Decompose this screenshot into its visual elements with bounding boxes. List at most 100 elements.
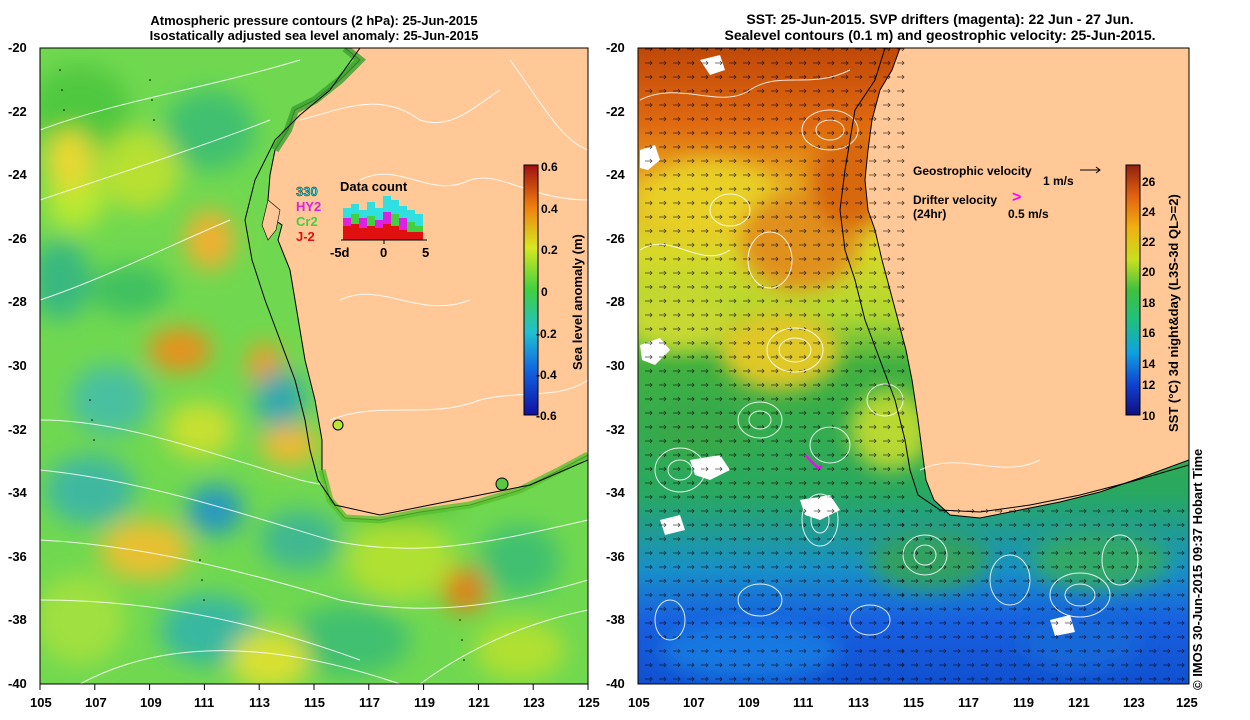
lat-tick-label: -36 xyxy=(8,549,27,564)
sst-colorbar xyxy=(1125,164,1141,416)
lon-tick-label: 105 xyxy=(628,695,650,710)
lon-tick-label: 123 xyxy=(523,695,545,710)
altimeter-tracks xyxy=(59,69,465,661)
footer-credit: © IMOS 30-Jun-2015 09:37 Hobart Time xyxy=(1190,448,1205,690)
left-title: Atmospheric pressure contours (2 hPa): 2… xyxy=(40,13,588,43)
geostrophic-scale: 1 m/s xyxy=(1043,174,1074,188)
left-title-line1: Atmospheric pressure contours (2 hPa): 2… xyxy=(150,13,478,28)
lon-tick-label: 125 xyxy=(1176,695,1198,710)
sla-tick: -0.2 xyxy=(536,327,557,341)
lat-tick-label: -38 xyxy=(606,612,625,627)
lat-tick-label: -20 xyxy=(8,40,27,55)
sla-colorbar-label: Sea level anomaly (m) xyxy=(570,234,585,370)
left-axis-ticks xyxy=(39,684,589,690)
lat-tick-label: -34 xyxy=(8,485,27,500)
lat-tick-label: -24 xyxy=(606,167,625,182)
lon-tick-label: 125 xyxy=(578,695,600,710)
lat-tick-label: -20 xyxy=(606,40,625,55)
left-map-content xyxy=(40,48,588,684)
sla-tick: -0.6 xyxy=(536,409,557,423)
right-map-panel xyxy=(637,47,1190,685)
lon-tick-label: 105 xyxy=(30,695,52,710)
drifter-track xyxy=(804,454,823,470)
drifter-scale-icon: > xyxy=(1012,189,1022,206)
lat-tick-label: -28 xyxy=(8,294,27,309)
lat-tick-label: -26 xyxy=(606,231,625,246)
lat-tick-label: -30 xyxy=(606,358,625,373)
legend-cr2: Cr2 xyxy=(296,214,318,229)
sla-tick: 0 xyxy=(541,285,548,299)
sst-tick: 10 xyxy=(1142,409,1156,423)
lat-tick-label: -30 xyxy=(8,358,27,373)
sla-colorbar xyxy=(523,164,539,416)
lon-tick-label: 119 xyxy=(1013,695,1034,710)
sst-tick: 18 xyxy=(1142,296,1156,310)
left-title-line2: Isostatically adjusted sea level anomaly… xyxy=(149,28,479,43)
sla-tick: 0.4 xyxy=(541,202,558,216)
lon-tick-label: 107 xyxy=(85,695,107,710)
lat-tick-label: -38 xyxy=(8,612,27,627)
sst-tick: 14 xyxy=(1142,357,1156,371)
right-title: SST: 25-Jun-2015. SVP drifters (magenta)… xyxy=(640,11,1240,43)
bathymetry-line xyxy=(244,48,588,516)
left-map-panel xyxy=(39,47,589,690)
lon-tick-label: 123 xyxy=(1123,695,1145,710)
lon-tick-label: 117 xyxy=(958,695,979,710)
inset-tick: -5d xyxy=(330,245,350,260)
inset-title: Data count xyxy=(340,179,408,194)
legend-j2: J-2 xyxy=(296,229,315,244)
ssh-contours xyxy=(639,69,1139,641)
sst-tick: 20 xyxy=(1142,265,1156,279)
geostrophic-arrows xyxy=(638,48,908,684)
right-title-line1: SST: 25-Jun-2015. SVP drifters (magenta)… xyxy=(746,11,1134,27)
lon-tick-label: 115 xyxy=(304,695,325,710)
lon-tick-label: 113 xyxy=(848,695,869,710)
lat-tick-label: -28 xyxy=(606,294,625,309)
lon-tick-label: 117 xyxy=(359,695,380,710)
sst-tick: 16 xyxy=(1142,326,1156,340)
lat-tick-label: -34 xyxy=(606,485,625,500)
lat-tick-label: -40 xyxy=(606,676,625,691)
lat-tick-label: -40 xyxy=(8,676,27,691)
bathymetry-line xyxy=(839,48,1189,513)
lat-tick-label: -32 xyxy=(606,422,625,437)
tide-gauge-marker xyxy=(332,419,344,431)
land-contours xyxy=(299,59,588,421)
inset-tick: 5 xyxy=(422,245,430,260)
lon-tick-label: 115 xyxy=(903,695,924,710)
lat-tick-label: -22 xyxy=(8,104,27,119)
sst-colorbar-label: SST (°C) 3d night&day (L3S-3d QL>=2) xyxy=(1166,194,1181,432)
lon-tick-label: 107 xyxy=(683,695,705,710)
legend-hy2: HY2 xyxy=(296,199,322,214)
legend-330: 330 xyxy=(296,184,318,199)
lon-tick-label: 119 xyxy=(414,695,435,710)
lat-tick-label: -24 xyxy=(8,167,27,182)
lat-tick-label: -26 xyxy=(8,231,27,246)
lat-tick-label: -36 xyxy=(606,549,625,564)
drifter-label-1: Drifter velocity xyxy=(913,193,998,207)
lon-tick-label: 113 xyxy=(249,695,270,710)
sla-tick: 0.6 xyxy=(541,160,558,174)
sst-tick: 22 xyxy=(1142,235,1156,249)
sst-tick: 24 xyxy=(1142,205,1156,219)
lon-tick-label: 111 xyxy=(194,695,215,710)
inset-histogram xyxy=(343,196,423,240)
sst-tick: 26 xyxy=(1142,175,1156,189)
lon-tick-label: 111 xyxy=(793,695,814,710)
lon-tick-label: 109 xyxy=(738,695,760,710)
sst-tick: 12 xyxy=(1142,378,1156,392)
lon-tick-label: 109 xyxy=(140,695,162,710)
lat-tick-label: -32 xyxy=(8,422,27,437)
sla-tick: -0.4 xyxy=(536,368,557,382)
right-title-line2: Sealevel contours (0.1 m) and geostrophi… xyxy=(724,27,1156,43)
drifter-scale: 0.5 m/s xyxy=(1008,207,1049,221)
drifter-label-2: (24hr) xyxy=(913,207,947,221)
geostrophic-scale-arrow xyxy=(1080,166,1101,174)
lon-tick-label: 121 xyxy=(1068,695,1090,710)
inset-tick: 0 xyxy=(380,245,388,260)
right-map-content xyxy=(638,48,1189,684)
sla-tick: 0.2 xyxy=(541,243,558,257)
inset-legend: 330 HY2 Cr2 J-2 xyxy=(296,184,321,244)
lat-tick-label: -22 xyxy=(606,104,625,119)
pressure-contours xyxy=(40,59,588,684)
